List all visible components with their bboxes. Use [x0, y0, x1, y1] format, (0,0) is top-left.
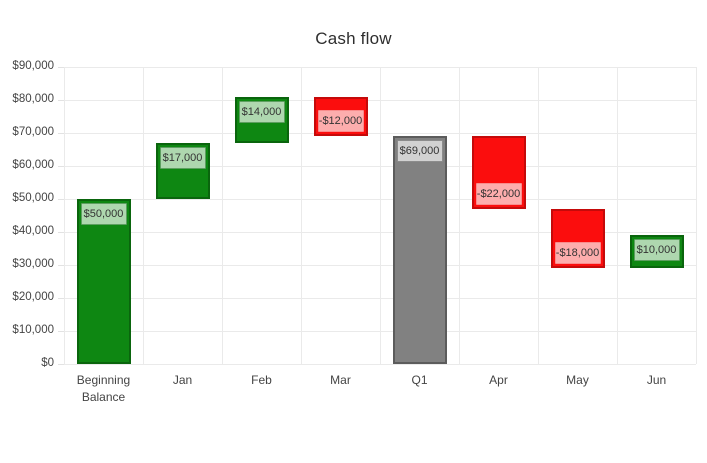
v-gridline	[617, 67, 618, 364]
bar-value-label: -$12,000	[317, 110, 364, 133]
y-tick-label: $10,000	[12, 324, 54, 336]
y-axis-tick	[58, 232, 64, 233]
v-gridline	[301, 67, 302, 364]
bar-may: -$18,000	[550, 208, 605, 269]
bar-value-label: -$18,000	[554, 242, 601, 265]
bar-feb: $14,000	[234, 96, 289, 143]
bar-value-label: $69,000	[396, 140, 443, 163]
y-axis-tick	[58, 298, 64, 299]
v-gridline	[696, 67, 697, 364]
y-axis-tick	[58, 331, 64, 332]
bar-value-label: $10,000	[633, 239, 680, 262]
y-axis-tick	[58, 166, 64, 167]
y-axis-tick	[58, 199, 64, 200]
y-axis-tick	[58, 100, 64, 101]
v-gridline	[143, 67, 144, 364]
bar-value-label: -$22,000	[475, 182, 522, 205]
x-tick-label-beginning-balance: Beginning Balance	[76, 373, 131, 404]
y-tick-label: $60,000	[12, 159, 54, 171]
x-tick-label-jan: Jan	[172, 373, 193, 387]
x-tick-label-apr: Apr	[489, 373, 508, 387]
bar-jan: $17,000	[155, 142, 210, 199]
y-tick-label: $80,000	[12, 93, 54, 105]
x-tick-label-q1: Q1	[411, 373, 428, 387]
bar-mar: -$12,000	[313, 96, 368, 137]
y-tick-label: $20,000	[12, 291, 54, 303]
bar-value-label: $14,000	[238, 100, 285, 123]
y-axis-tick	[58, 364, 64, 365]
bar-beginning-balance: $50,000	[76, 199, 131, 364]
y-tick-label: $50,000	[12, 192, 54, 204]
y-tick-label: $40,000	[12, 225, 54, 237]
y-tick-label: $30,000	[12, 258, 54, 270]
y-tick-label: $70,000	[12, 126, 54, 138]
v-gridline	[459, 67, 460, 364]
x-tick-label-mar: Mar	[330, 373, 351, 387]
v-gridline	[222, 67, 223, 364]
x-tick-label-may: May	[566, 373, 589, 387]
plot-area: $50,000 $17,000 $14,000 -$12,000 $69,000 -$22…	[64, 67, 697, 365]
bar-jun: $10,000	[629, 235, 684, 269]
chart-title: Cash flow	[315, 29, 392, 48]
bar-value-label: $50,000	[80, 203, 127, 225]
v-gridline	[538, 67, 539, 364]
bar-q1: $69,000	[392, 136, 447, 364]
bar-apr: -$22,000	[471, 136, 526, 209]
h-gridline	[64, 364, 696, 365]
y-axis-tick	[58, 265, 64, 266]
v-gridline	[64, 67, 65, 364]
y-axis-tick	[58, 133, 64, 134]
bar-value-label: $17,000	[159, 146, 206, 169]
y-tick-label: $0	[41, 357, 54, 369]
v-gridline	[380, 67, 381, 364]
x-tick-label-feb: Feb	[251, 373, 272, 387]
x-tick-label-jun: Jun	[646, 373, 667, 387]
y-axis-tick	[58, 67, 64, 68]
y-tick-label: $90,000	[12, 60, 54, 72]
